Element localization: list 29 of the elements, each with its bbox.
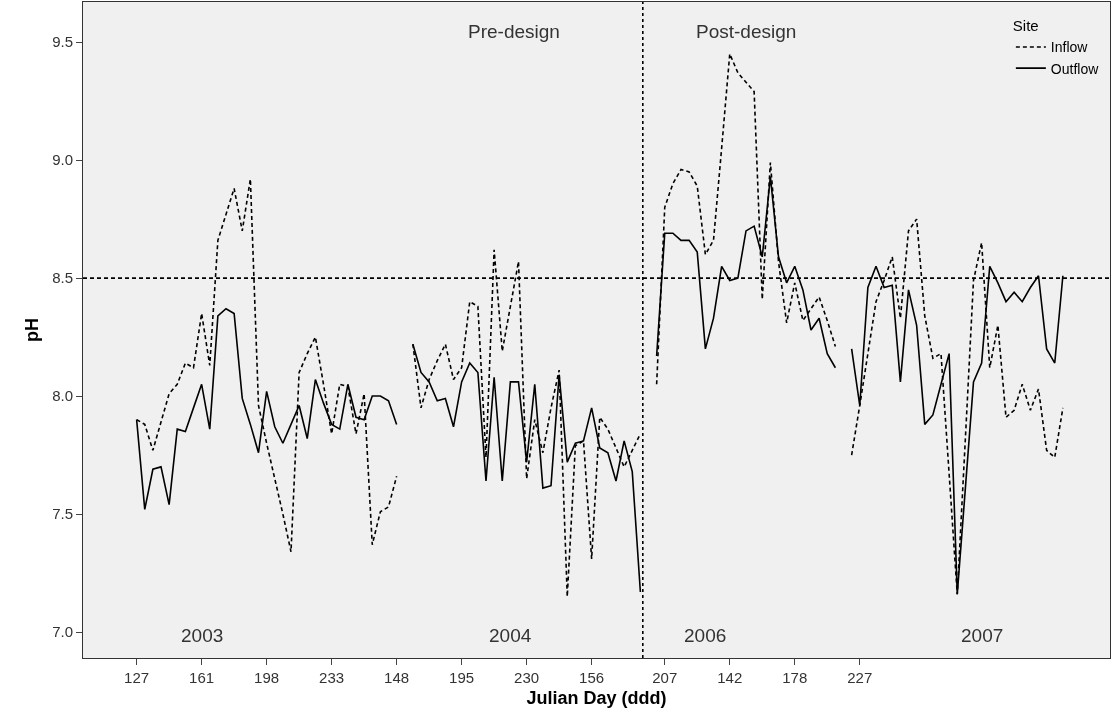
legend-label: Inflow — [1050, 39, 1089, 56]
y-tick-label: 7.5 — [52, 505, 73, 523]
y-axis-title: pH — [22, 318, 43, 342]
annotation: 2007 — [961, 625, 1004, 646]
x-tick-label: 178 — [782, 669, 808, 686]
legend-label: Outflow — [1050, 60, 1100, 77]
y-tick-label: 8.0 — [52, 387, 73, 405]
x-tick-label: 230 — [514, 669, 540, 686]
x-tick-label: 127 — [124, 669, 150, 686]
annotation: 2006 — [684, 625, 727, 646]
x-tick-label: 142 — [717, 669, 743, 686]
y-tick-label: 7.0 — [52, 623, 73, 641]
x-tick-label: 227 — [847, 669, 873, 686]
annotation: 2003 — [181, 625, 224, 646]
y-tick-label: 9.5 — [52, 33, 73, 51]
x-axis-title: Julian Day (ddd) — [526, 688, 667, 709]
y-tick-label: 8.5 — [52, 269, 73, 287]
annotation: Pre-design — [468, 21, 560, 42]
x-tick-label: 198 — [254, 669, 280, 686]
x-tick-label: 148 — [384, 669, 410, 686]
x-tick-label: 233 — [319, 669, 345, 686]
annotation: Post-design — [696, 21, 797, 42]
y-tick-label: 9.0 — [52, 151, 73, 169]
x-tick-label: 195 — [449, 669, 475, 686]
x-tick-label: 207 — [652, 669, 678, 686]
annotation: 2004 — [489, 625, 532, 646]
x-tick-label: 161 — [189, 669, 215, 686]
x-tick-label: 156 — [579, 669, 605, 686]
legend-title: Site — [1012, 17, 1039, 35]
